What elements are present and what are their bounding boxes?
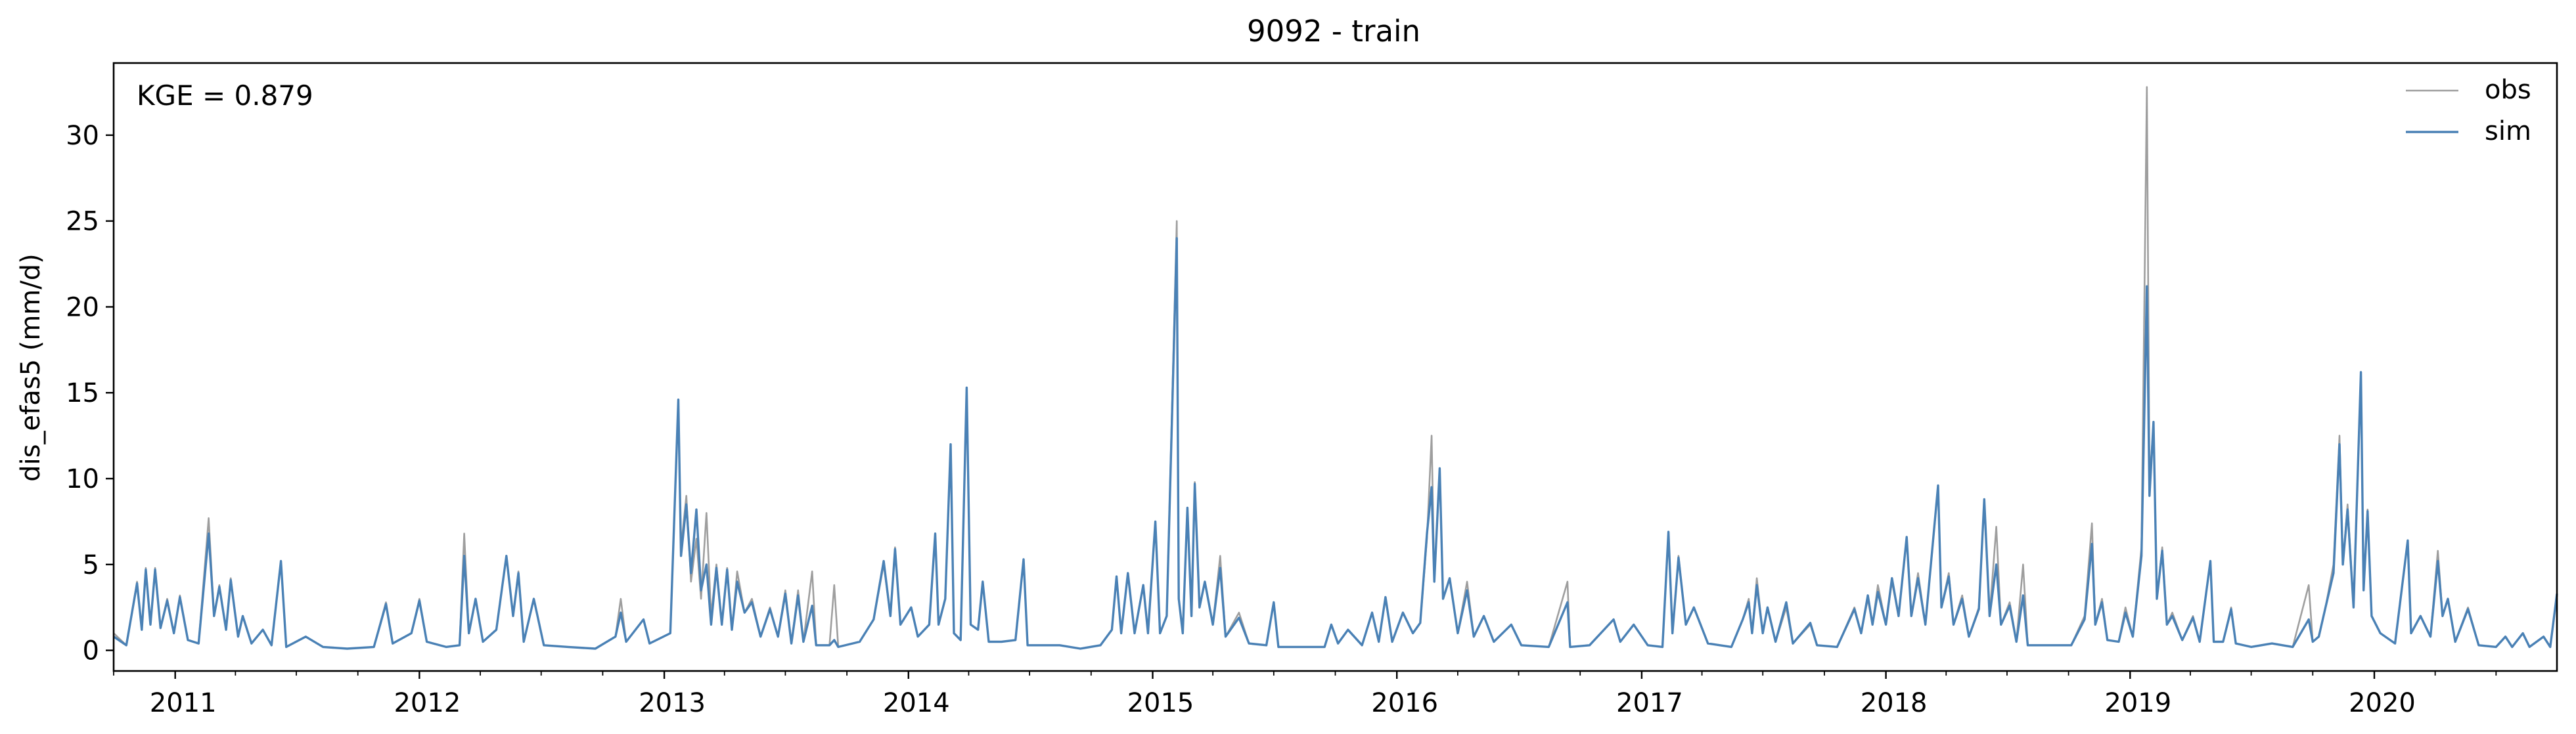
y-axis-label: dis_efas5 (mm/d) xyxy=(16,253,46,482)
x-tick-label: 2020 xyxy=(2349,688,2416,718)
y-axis: 0 5 10 15 20 25 30 xyxy=(66,121,114,666)
x-tick-label: 2014 xyxy=(883,688,950,718)
legend-label-obs: obs xyxy=(2485,75,2531,105)
y-tick-label: 10 xyxy=(66,464,99,494)
y-tick-label: 0 xyxy=(83,636,99,666)
x-axis: 2011 2012 2013 2014 2015 2016 2017 2018 2019 2020 xyxy=(113,671,2497,718)
series-layer xyxy=(113,86,2558,650)
x-tick-label: 2016 xyxy=(1371,688,1438,718)
x-tick-label: 2011 xyxy=(150,688,217,718)
y-tick-label: 5 xyxy=(83,550,99,580)
y-tick-label: 15 xyxy=(66,378,99,408)
y-tick-label: 20 xyxy=(66,292,99,322)
legend: obs sim xyxy=(2406,75,2531,146)
x-tick-label: 2013 xyxy=(639,688,706,718)
x-tick-label: 2019 xyxy=(2104,688,2171,718)
plot-frame xyxy=(112,62,2558,672)
x-tick-label: 2017 xyxy=(1616,688,1683,718)
x-tick-label: 2018 xyxy=(1861,688,1928,718)
y-tick-label: 25 xyxy=(66,207,99,237)
series-line-sim xyxy=(113,237,2558,650)
chart-title: 9092 - train xyxy=(1247,14,1420,49)
x-tick-label: 2012 xyxy=(394,688,461,718)
legend-label-sim: sim xyxy=(2485,116,2531,146)
y-tick-label: 30 xyxy=(66,121,99,151)
x-tick-label: 2015 xyxy=(1127,688,1194,718)
kge-annotation: KGE = 0.879 xyxy=(137,79,313,112)
